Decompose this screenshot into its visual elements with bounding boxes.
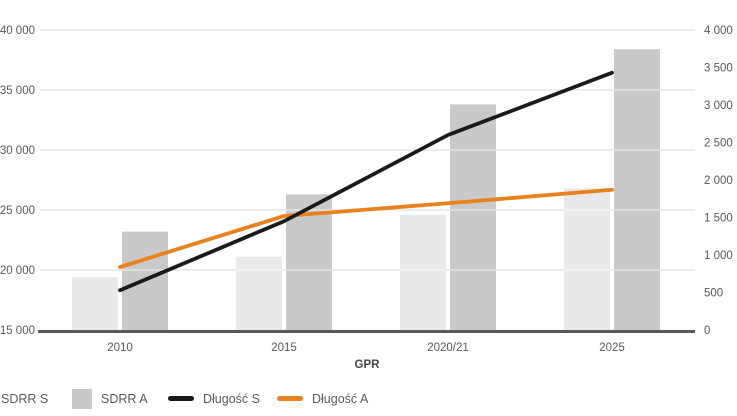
right-axis-tick: 500 — [704, 288, 723, 300]
right-axis-tick: 4 000 — [704, 25, 733, 37]
bar-sdrr-s-2025 — [564, 188, 610, 331]
legend-item-dlugosc-a: Długość A — [277, 388, 368, 409]
bar-sdrr-s-2010 — [72, 277, 118, 331]
legend: SDRR S SDRR A Długość S Długość A — [0, 388, 737, 410]
legend-label-dlugosc-s: Długość S — [203, 391, 260, 406]
left-axis-tick: 35 000 — [0, 85, 35, 97]
left-axis-tick: 15 000 — [0, 325, 35, 337]
bar-sdrr-a-2020-21 — [450, 104, 496, 332]
x-axis-title: GPR — [354, 359, 380, 371]
legend-item-dlugosc-s: Długość S — [168, 388, 260, 409]
legend-line-dlugosc-a-icon — [277, 396, 303, 401]
x-axis-line — [38, 330, 695, 333]
legend-label-sdrr-s: SDRR S — [1, 391, 49, 406]
x-axis-tick-2010: 2010 — [107, 342, 133, 354]
legend-line-dlugosc-s-icon — [168, 396, 194, 401]
line-dlugosc-a — [118, 187, 614, 269]
x-axis-tick-2025: 2025 — [599, 342, 625, 354]
left-axis-tick: 20 000 — [0, 265, 35, 277]
bar-sdrr-a-2025 — [614, 49, 660, 331]
right-axis-tick: 1 500 — [704, 213, 733, 225]
x-axis-tick-2020-21: 2020/21 — [427, 342, 469, 354]
legend-label-sdrr-a: SDRR A — [101, 391, 148, 406]
right-axis-tick: 3 500 — [704, 63, 733, 75]
right-axis-tick: 2 500 — [704, 138, 733, 150]
x-axis-tick-2015: 2015 — [271, 342, 297, 354]
legend-swatch-sdrr-a-icon — [72, 388, 92, 409]
right-axis-tick: 3 000 — [704, 100, 733, 112]
left-axis-tick: 25 000 — [0, 205, 35, 217]
left-axis-tick: 30 000 — [0, 145, 35, 157]
bar-sdrr-s-2015 — [236, 256, 282, 331]
right-axis-tick: 2 000 — [704, 175, 733, 187]
legend-item-sdrr-s: SDRR S — [0, 388, 48, 409]
line-dlugosc-s — [118, 70, 614, 293]
right-axis-tick: 1 000 — [704, 250, 733, 262]
right-axis-tick: 0 — [704, 325, 710, 337]
left-axis-tick: 40 000 — [0, 25, 35, 37]
legend-item-sdrr-a: SDRR A — [72, 388, 148, 409]
bar-sdrr-s-2020-21 — [400, 214, 446, 331]
legend-label-dlugosc-a: Długość A — [312, 391, 369, 406]
